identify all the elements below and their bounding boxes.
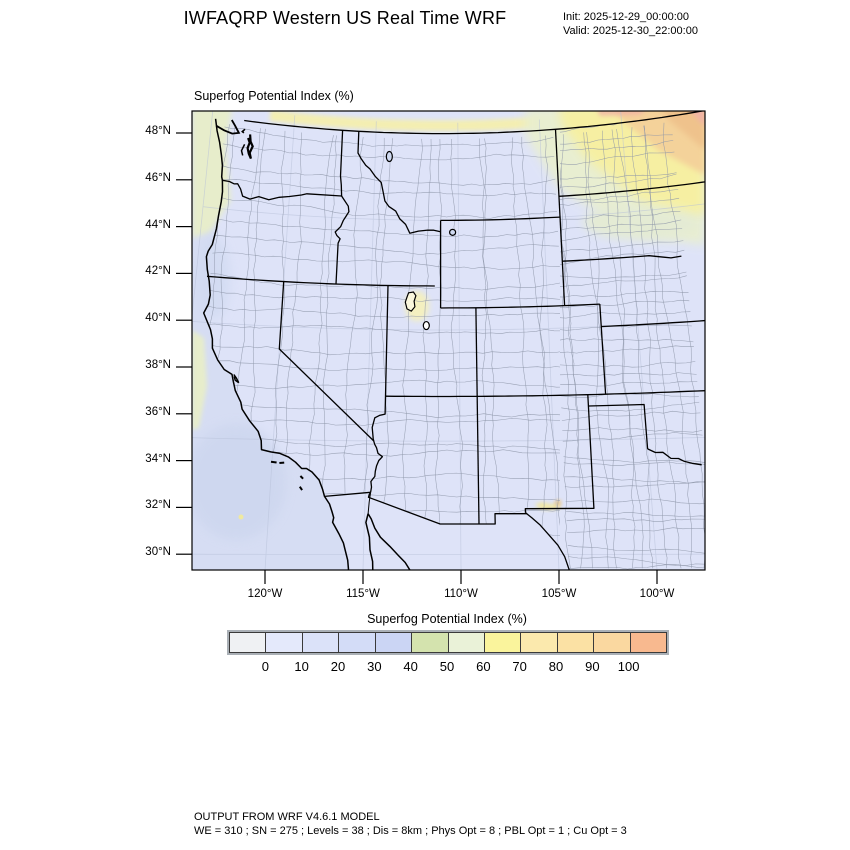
colorbar-tick-label: 90 [585, 659, 600, 674]
coastline [202, 118, 411, 570]
ocean-patches [192, 111, 286, 540]
colorbar-tick-label: 10 [294, 659, 309, 674]
lat-tick-label: 44°N [145, 218, 171, 231]
map-subtitle: Superfog Potential Index (%) [194, 89, 354, 103]
map-frame [191, 110, 706, 571]
lat-tick-label: 34°N [145, 452, 171, 465]
lon-tick-label: 105°W [541, 588, 577, 600]
colorbar-tick-label: 40 [403, 659, 418, 674]
colorbar-cell [338, 633, 375, 652]
lat-tick-label: 40°N [145, 312, 171, 325]
colorbar-title: Superfog Potential Index (%) [367, 612, 527, 626]
lon-tick-label: 115°W [346, 588, 380, 600]
footer-text: OUTPUT FROM WRF V4.6.1 MODEL WE = 310 ; … [194, 810, 627, 838]
colorbar-cell [593, 633, 630, 652]
lat-tick-label: 48°N [145, 125, 171, 137]
colorbar-tick-label: 20 [330, 659, 346, 674]
axis-ticks [176, 132, 658, 584]
colorbar-tick-label: 30 [367, 659, 382, 674]
colorbar-tick-label: 100 [617, 659, 640, 674]
colorbar [229, 632, 667, 653]
colorbar-cell [230, 633, 266, 652]
map-frame-group [192, 111, 705, 570]
init-timestamp: Init: 2025-12-29_00:00:00 [563, 11, 689, 23]
lon-tick-label: 120°W [247, 588, 283, 600]
lat-tick-label: 46°N [145, 171, 171, 184]
colorbar-tick-label: 0 [261, 659, 269, 674]
lon-tick-label: 110°W [444, 588, 478, 600]
colorbar-cell [520, 633, 557, 652]
colorbar-cell [374, 633, 412, 652]
colorbar-cell [411, 633, 448, 652]
colorbar-tick-label: 50 [439, 659, 455, 674]
footer-line-1: OUTPUT FROM WRF V4.6.1 MODEL [194, 811, 380, 823]
page-title: IWFAQRP Western US Real Time WRF [183, 8, 507, 28]
colorbar-tick-label: 70 [512, 659, 527, 674]
lat-tick-label: 38°N [145, 359, 171, 371]
lon-tick-label: 100°W [639, 588, 675, 600]
lakes [385, 150, 457, 331]
footer-line-2: WE = 310 ; SN = 275 ; Levels = 38 ; Dis … [194, 825, 627, 837]
state-borders [206, 111, 705, 570]
colorbar-cell [301, 633, 339, 652]
index-color-patches [269, 111, 705, 510]
lat-tick-label: 30°N [145, 546, 171, 559]
valid-timestamp: Valid: 2025-12-30_22:00:00 [563, 25, 698, 37]
lat-tick-label: 32°N [145, 499, 171, 512]
colorbar-cell [556, 633, 594, 652]
colorbar-cell [629, 633, 667, 652]
colorbar-tick-label: 60 [476, 659, 491, 674]
colorbar-tick-label: 80 [548, 659, 564, 674]
colorbar-cell [483, 633, 521, 652]
lat-tick-label: 36°N [145, 405, 171, 418]
lat-tick-label: 42°N [145, 265, 171, 278]
water-detail-lines [215, 119, 304, 491]
colorbar-cell [265, 633, 302, 652]
colorbar-cell [447, 633, 484, 652]
